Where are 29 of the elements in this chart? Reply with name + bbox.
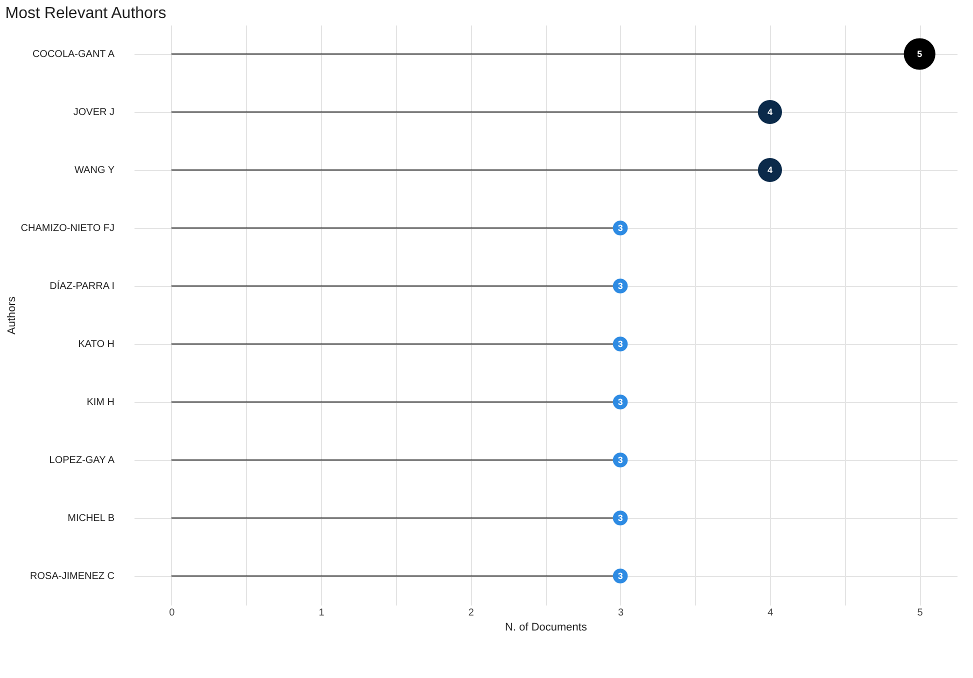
y-axis-title: Authors bbox=[6, 296, 18, 334]
y-tick-label: LOPEZ-GAY A bbox=[49, 455, 115, 466]
y-tick-label: KIM H bbox=[86, 397, 114, 408]
x-tick-label: 4 bbox=[768, 608, 774, 618]
y-tick-label: DÍAZ-PARRA I bbox=[50, 280, 114, 292]
data-label: 4 bbox=[767, 107, 772, 117]
y-tick-label: WANG Y bbox=[74, 165, 115, 176]
y-tick-label: KATO H bbox=[78, 339, 114, 350]
x-tick-label: 5 bbox=[917, 608, 924, 618]
data-label: 3 bbox=[618, 571, 623, 581]
x-axis-title: N. of Documents bbox=[505, 622, 588, 634]
x-tick-label: 0 bbox=[169, 608, 176, 618]
x-tick-label: 2 bbox=[468, 608, 474, 618]
data-label: 3 bbox=[618, 397, 623, 407]
y-tick-label: MICHEL B bbox=[68, 513, 115, 524]
y-tick-label: CHAMIZO-NIETO FJ bbox=[20, 223, 114, 234]
chart-title: Most Relevant Authors bbox=[5, 5, 166, 22]
data-label: 5 bbox=[917, 49, 922, 59]
y-tick-label: JOVER J bbox=[73, 107, 114, 118]
x-tick-label: 3 bbox=[618, 608, 624, 618]
data-label: 3 bbox=[618, 513, 623, 523]
data-label: 3 bbox=[618, 455, 623, 465]
y-tick-label: ROSA-JIMENEZ C bbox=[30, 571, 114, 582]
data-label: 4 bbox=[767, 165, 772, 175]
y-tick-label: COCOLA-GANT A bbox=[32, 49, 115, 60]
data-label: 3 bbox=[618, 339, 623, 349]
x-tick-label: 1 bbox=[318, 608, 325, 618]
data-label: 3 bbox=[618, 223, 623, 233]
data-label: 3 bbox=[618, 281, 623, 291]
